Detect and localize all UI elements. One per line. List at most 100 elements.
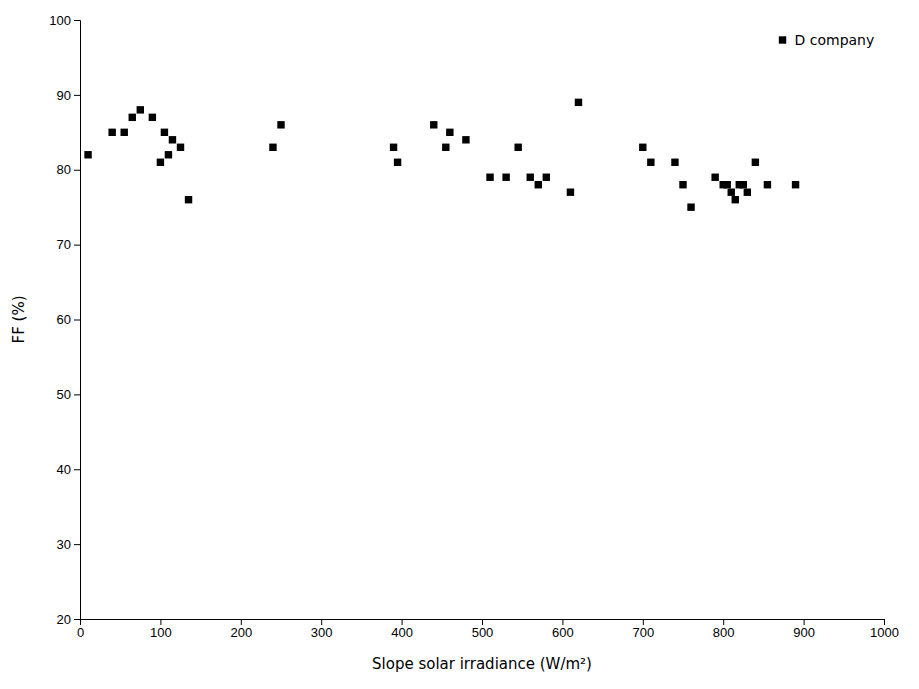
x-tick-label: 600	[552, 625, 574, 640]
y-tick-label: 100	[49, 13, 71, 28]
y-tick: 40	[57, 462, 80, 477]
plot-area: 0100200300400500600700800900100020304050…	[49, 13, 899, 641]
point	[728, 189, 735, 196]
point	[647, 159, 654, 166]
point	[394, 159, 401, 166]
x-tick-label: 900	[793, 625, 815, 640]
point	[137, 106, 144, 113]
x-tick-mark	[723, 619, 724, 625]
legend-swatch	[779, 36, 786, 43]
point	[732, 196, 739, 203]
legend-item: D company	[779, 32, 874, 48]
point	[740, 181, 747, 188]
x-tick-label: 800	[713, 625, 735, 640]
x-tick-mark	[643, 619, 644, 625]
point	[744, 189, 751, 196]
y-axis: 20 30 40 50 60 70 80 90 100	[49, 13, 80, 627]
y-tick: 80	[57, 162, 80, 177]
point	[277, 121, 284, 128]
y-tick-label: 40	[57, 462, 71, 477]
x-tick-label: 300	[311, 625, 333, 640]
y-tick: 70	[57, 237, 80, 252]
point	[527, 174, 534, 181]
y-tick: 60	[57, 312, 80, 327]
y-tick-mark	[74, 619, 80, 620]
x-axis-title: Slope solar irradiance (W/m²)	[372, 655, 592, 673]
point	[575, 99, 582, 106]
point	[177, 144, 184, 151]
x-tick-label: 400	[391, 625, 413, 640]
y-axis-title: FF (%)	[10, 296, 28, 344]
y-tick-label: 20	[57, 612, 71, 627]
x-tick: 0	[77, 619, 84, 640]
point	[671, 159, 678, 166]
point	[446, 129, 453, 136]
point	[764, 181, 771, 188]
point	[129, 114, 136, 121]
point	[169, 136, 176, 143]
point	[185, 196, 192, 203]
y-tick: 90	[57, 88, 80, 103]
chart: 0100200300400500600700800900100020304050…	[0, 0, 919, 689]
y-tick: 100	[49, 13, 80, 28]
x-tick-label: 100	[150, 625, 172, 640]
y-tick-mark	[74, 20, 80, 21]
point	[567, 189, 574, 196]
point	[752, 159, 759, 166]
x-tick: 200	[230, 619, 252, 640]
point	[502, 174, 509, 181]
x-tick-mark	[884, 619, 885, 625]
y-tick-label: 30	[57, 537, 71, 552]
point	[84, 151, 91, 158]
x-tick: 700	[632, 619, 654, 640]
y-tick-label: 50	[57, 387, 71, 402]
point	[543, 174, 550, 181]
x-tick-mark	[160, 619, 161, 625]
legend-label: D company	[795, 32, 875, 48]
y-tick: 30	[57, 537, 80, 552]
y-tick-mark	[74, 170, 80, 171]
legend: D company	[779, 32, 874, 48]
point	[161, 129, 168, 136]
point	[639, 144, 646, 151]
y-tick: 20	[57, 612, 80, 627]
y-tick-mark	[74, 469, 80, 470]
x-tick-label: 700	[632, 625, 654, 640]
x-tick-label: 200	[230, 625, 252, 640]
point	[535, 181, 542, 188]
x-tick: 800	[713, 619, 735, 640]
y-tick-mark	[74, 320, 80, 321]
x-tick: 400	[391, 619, 413, 640]
point	[486, 174, 493, 181]
y-tick-label: 70	[57, 237, 71, 252]
point	[157, 159, 164, 166]
point	[165, 151, 172, 158]
x-tick-label: 500	[472, 625, 494, 640]
x-tick-mark	[482, 619, 483, 625]
x-tick: 500	[472, 619, 494, 640]
x-tick-label: 0	[77, 625, 84, 640]
y-tick-mark	[74, 544, 80, 545]
y-tick-label: 60	[57, 312, 71, 327]
point	[792, 181, 799, 188]
x-tick-mark	[321, 619, 322, 625]
x-axis-line	[81, 620, 885, 626]
y-tick-mark	[74, 95, 80, 96]
y-tick-label: 90	[57, 88, 71, 103]
point	[430, 121, 437, 128]
point	[149, 114, 156, 121]
x-tick-mark	[804, 619, 805, 625]
x-tick-mark	[241, 619, 242, 625]
point	[687, 203, 694, 210]
x-tick: 300	[311, 619, 333, 640]
y-tick: 50	[57, 387, 80, 402]
point	[462, 136, 469, 143]
x-tick-mark	[402, 619, 403, 625]
points	[84, 99, 799, 211]
point	[269, 144, 276, 151]
y-tick-label: 80	[57, 162, 71, 177]
point	[121, 129, 128, 136]
point	[442, 144, 449, 151]
point	[108, 129, 115, 136]
x-tick: 900	[793, 619, 815, 640]
